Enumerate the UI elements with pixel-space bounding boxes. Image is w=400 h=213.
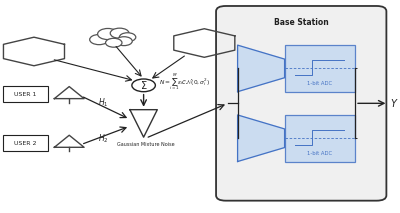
Text: $H_1$: $H_1$ [98, 96, 109, 109]
Circle shape [119, 33, 136, 42]
Bar [284, 115, 355, 161]
Text: USER 1: USER 1 [14, 92, 36, 97]
FancyBboxPatch shape [3, 135, 48, 151]
Text: 1-bit ADC: 1-bit ADC [307, 81, 332, 86]
Circle shape [98, 29, 118, 40]
FancyBboxPatch shape [3, 86, 48, 102]
Text: 1-bit ADC: 1-bit ADC [307, 151, 332, 156]
Text: $N=\!\sum_{i=1}^{M}\!\varepsilon_i\mathcal{CN}(0,\sigma_i^2)$: $N=\!\sum_{i=1}^{M}\!\varepsilon_i\mathc… [159, 73, 211, 93]
Bar [284, 45, 355, 92]
Circle shape [132, 79, 155, 92]
Text: Base Station: Base Station [274, 18, 328, 27]
Circle shape [90, 35, 108, 45]
Circle shape [116, 37, 132, 46]
Circle shape [110, 28, 129, 38]
Text: USER 2: USER 2 [14, 141, 36, 145]
Text: $H_2$: $H_2$ [98, 132, 109, 145]
Text: Gaussian Mixture Noise: Gaussian Mixture Noise [117, 142, 174, 147]
Text: $Y$: $Y$ [390, 97, 399, 109]
Polygon shape [130, 110, 157, 137]
Polygon shape [238, 115, 284, 161]
Text: $\Sigma$: $\Sigma$ [140, 79, 148, 91]
FancyBboxPatch shape [216, 6, 386, 201]
Polygon shape [238, 45, 284, 92]
Circle shape [106, 38, 122, 47]
